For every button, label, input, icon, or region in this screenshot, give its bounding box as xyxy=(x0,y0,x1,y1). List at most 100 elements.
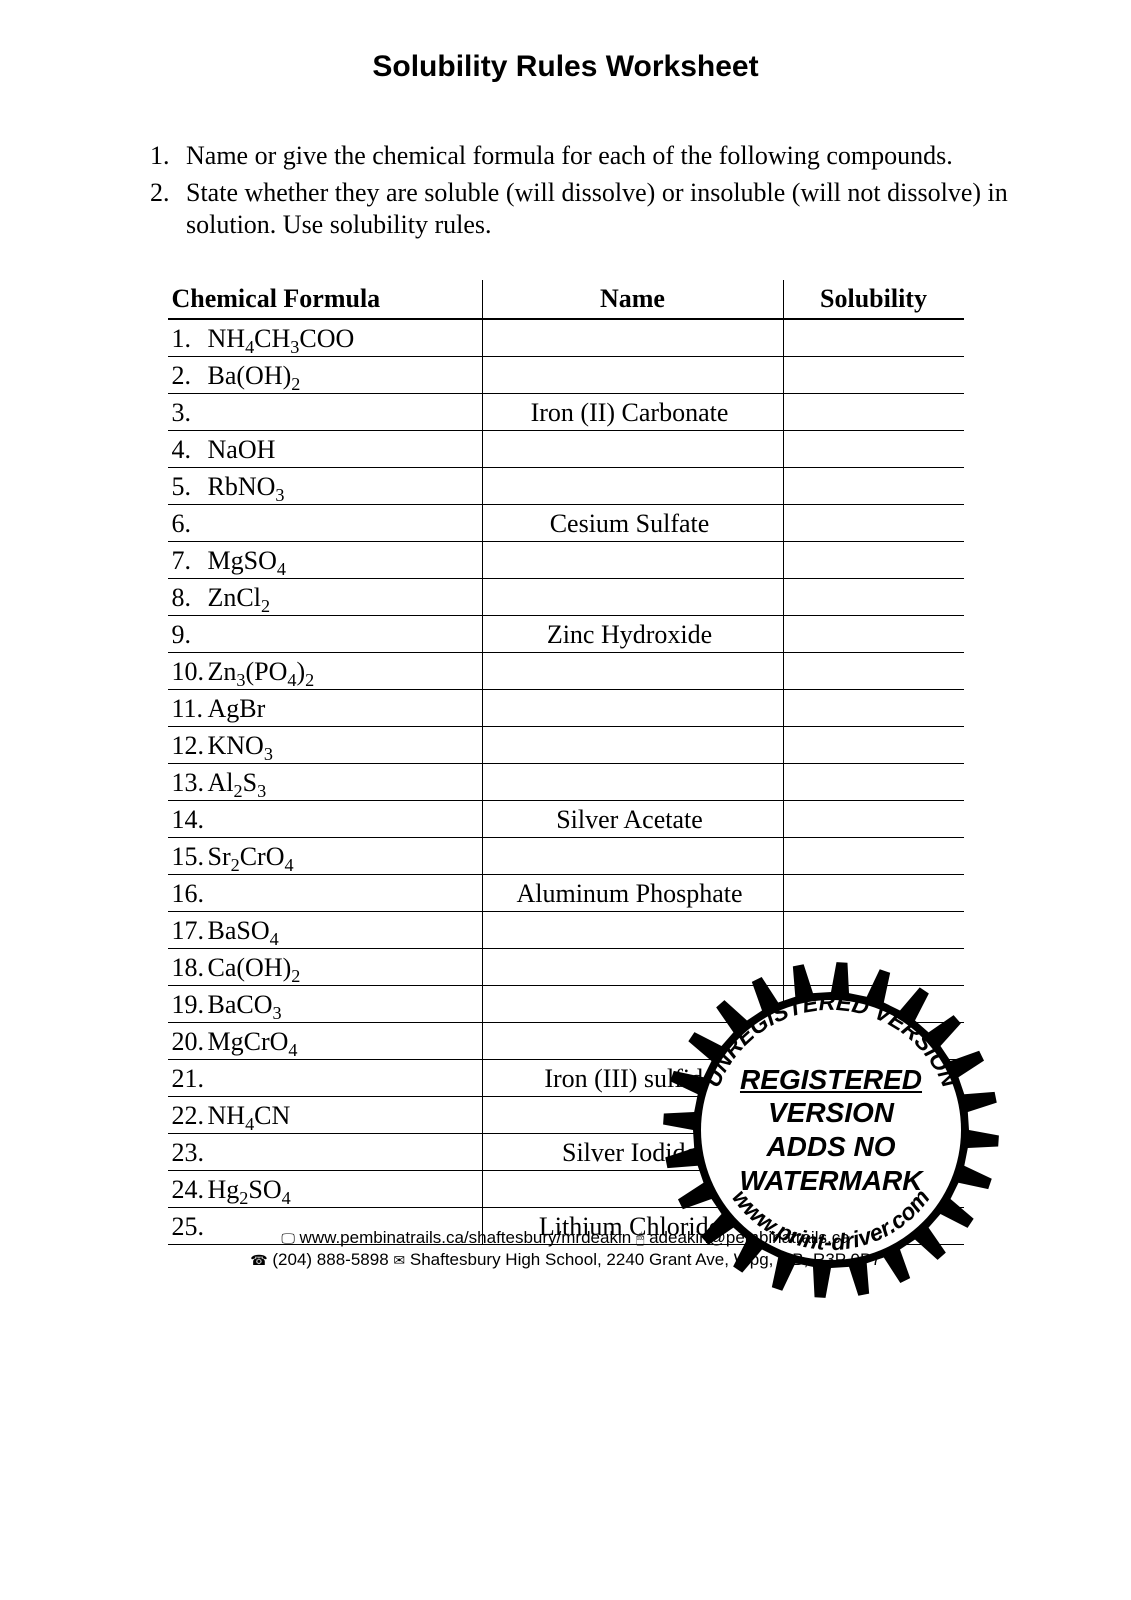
cell-formula: 12.KNO3 xyxy=(168,726,483,763)
cell-formula: 20.MgCrO4 xyxy=(168,1022,483,1059)
cell-name xyxy=(482,911,783,948)
cell-solubility xyxy=(783,1133,964,1170)
cell-formula: 5. RbNO3 xyxy=(168,467,483,504)
cell-solubility xyxy=(783,726,964,763)
cell-solubility xyxy=(783,615,964,652)
cell-name xyxy=(482,541,783,578)
page-footer: 🖵 www.pembinatrails.ca/shaftesbury/mrdea… xyxy=(0,1226,1131,1270)
solubility-table: Chemical Formula Name Solubility 1. NH4C… xyxy=(168,280,964,1245)
table-row: 7. MgSO4 xyxy=(168,541,964,578)
cell-solubility xyxy=(783,1059,964,1096)
table-row: 12.KNO3 xyxy=(168,726,964,763)
table-row: 10.Zn3(PO4)2 xyxy=(168,652,964,689)
footer-phone: (204) 888-5898 xyxy=(272,1250,388,1269)
column-header-formula: Chemical Formula xyxy=(168,280,483,319)
cell-name xyxy=(482,985,783,1022)
cell-formula: 18.Ca(OH)2 xyxy=(168,948,483,985)
instructions-list: 1. Name or give the chemical formula for… xyxy=(100,140,1031,242)
table-row: 14.Silver Acetate xyxy=(168,800,964,837)
footer-line-2: ☎ (204) 888-5898 ✉ Shaftesbury High Scho… xyxy=(0,1250,1131,1270)
cell-formula: 2. Ba(OH)2 xyxy=(168,356,483,393)
footer-email: adeakin@pembinatrails.ca xyxy=(649,1228,850,1247)
cell-formula: 7. MgSO4 xyxy=(168,541,483,578)
cell-solubility xyxy=(783,763,964,800)
cell-solubility xyxy=(783,874,964,911)
cell-name xyxy=(482,578,783,615)
column-header-solubility: Solubility xyxy=(783,280,964,319)
cell-solubility xyxy=(783,504,964,541)
column-header-name: Name xyxy=(482,280,783,319)
cell-solubility xyxy=(783,948,964,985)
cell-name xyxy=(482,652,783,689)
cell-solubility xyxy=(783,430,964,467)
table-row: 23.Silver Iodide xyxy=(168,1133,964,1170)
cell-name xyxy=(482,837,783,874)
cell-name: Silver Iodide xyxy=(482,1133,783,1170)
table-row: 22.NH4CN xyxy=(168,1096,964,1133)
cell-solubility xyxy=(783,1170,964,1207)
cell-name: Silver Acetate xyxy=(482,800,783,837)
cell-name xyxy=(482,948,783,985)
cell-formula: 4. NaOH xyxy=(168,430,483,467)
cell-formula: 22.NH4CN xyxy=(168,1096,483,1133)
instruction-item: 2. State whether they are soluble (will … xyxy=(150,177,1031,242)
cell-solubility xyxy=(783,541,964,578)
cell-formula: 24.Hg2SO4 xyxy=(168,1170,483,1207)
table-row: 5. RbNO3 xyxy=(168,467,964,504)
cell-solubility xyxy=(783,1096,964,1133)
cell-solubility xyxy=(783,652,964,689)
cell-formula: 14. xyxy=(168,800,483,837)
footer-address: Shaftesbury High School, 2240 Grant Ave,… xyxy=(410,1250,881,1269)
cell-name xyxy=(482,689,783,726)
cell-formula: 13.Al2S3 xyxy=(168,763,483,800)
cell-formula: 6. xyxy=(168,504,483,541)
cell-formula: 17.BaSO4 xyxy=(168,911,483,948)
cell-name xyxy=(482,319,783,357)
mouse-icon: 🖱 xyxy=(636,1230,644,1246)
table-header-row: Chemical Formula Name Solubility xyxy=(168,280,964,319)
instruction-text: Name or give the chemical formula for ea… xyxy=(186,140,953,173)
monitor-icon: 🖵 xyxy=(281,1230,295,1246)
worksheet-page: Solubility Rules Worksheet 1. Name or gi… xyxy=(0,0,1131,1600)
table-row: 1. NH4CH3COO xyxy=(168,319,964,357)
cell-solubility xyxy=(783,911,964,948)
cell-name xyxy=(482,726,783,763)
cell-name xyxy=(482,430,783,467)
cell-solubility xyxy=(783,467,964,504)
cell-formula: 21. xyxy=(168,1059,483,1096)
table-row: 17.BaSO4 xyxy=(168,911,964,948)
cell-solubility xyxy=(783,985,964,1022)
cell-name: Aluminum Phosphate xyxy=(482,874,783,911)
table-row: 6. Cesium Sulfate xyxy=(168,504,964,541)
instruction-text: State whether they are soluble (will dis… xyxy=(186,177,1031,242)
cell-name: Zinc Hydroxide xyxy=(482,615,783,652)
table-row: 3. Iron (II) Carbonate xyxy=(168,393,964,430)
cell-solubility xyxy=(783,1022,964,1059)
table-row: 4. NaOH xyxy=(168,430,964,467)
cell-formula: 3. xyxy=(168,393,483,430)
cell-formula: 9. xyxy=(168,615,483,652)
cell-name xyxy=(482,1170,783,1207)
table-row: 13.Al2S3 xyxy=(168,763,964,800)
cell-name xyxy=(482,356,783,393)
cell-name: Iron (II) Carbonate xyxy=(482,393,783,430)
cell-name xyxy=(482,1096,783,1133)
cell-solubility xyxy=(783,319,964,357)
cell-formula: 16. xyxy=(168,874,483,911)
envelope-icon: ✉ xyxy=(393,1252,405,1268)
table-row: 20.MgCrO4 xyxy=(168,1022,964,1059)
instruction-item: 1. Name or give the chemical formula for… xyxy=(150,140,1031,173)
cell-formula: 8. ZnCl2 xyxy=(168,578,483,615)
table-row: 18.Ca(OH)2 xyxy=(168,948,964,985)
table-row: 9. Zinc Hydroxide xyxy=(168,615,964,652)
footer-line-1: 🖵 www.pembinatrails.ca/shaftesbury/mrdea… xyxy=(0,1228,1131,1248)
cell-formula: 10.Zn3(PO4)2 xyxy=(168,652,483,689)
cell-formula: 15.Sr2CrO4 xyxy=(168,837,483,874)
table-row: 19.BaCO3 xyxy=(168,985,964,1022)
instruction-number: 1. xyxy=(150,140,186,173)
footer-website: www.pembinatrails.ca/shaftesbury/mrdeaki… xyxy=(300,1228,632,1247)
phone-icon: ☎ xyxy=(250,1252,267,1268)
cell-solubility xyxy=(783,578,964,615)
cell-name xyxy=(482,1022,783,1059)
table-row: 16.Aluminum Phosphate xyxy=(168,874,964,911)
